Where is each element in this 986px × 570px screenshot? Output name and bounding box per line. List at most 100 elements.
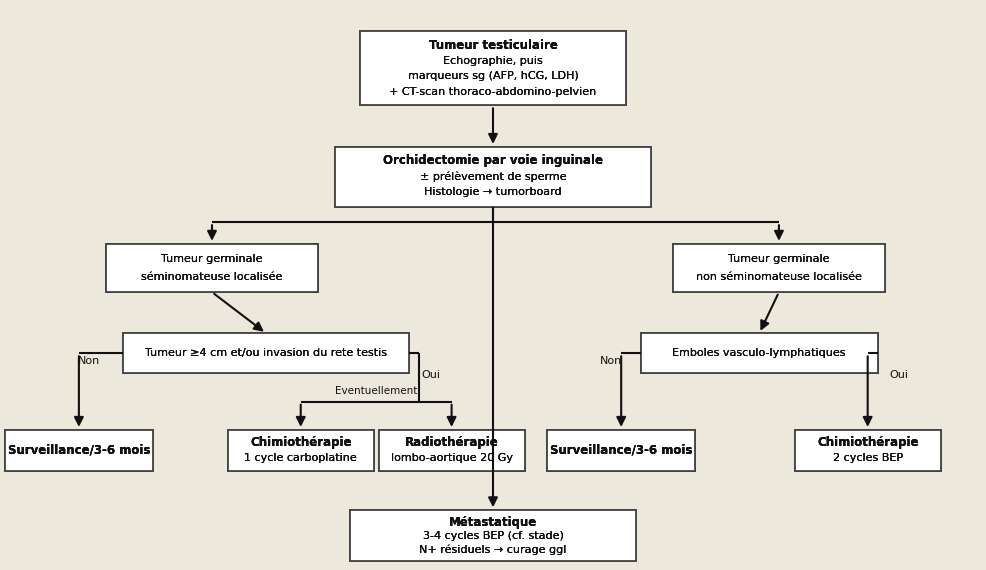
Text: Echographie, puis: Echographie, puis — [443, 56, 543, 66]
FancyBboxPatch shape — [106, 244, 317, 292]
Text: Tumeur germinale: Tumeur germinale — [162, 254, 262, 264]
Text: lombo-aortique 20 Gy: lombo-aortique 20 Gy — [390, 453, 513, 463]
Text: Emboles vasculo-lymphatiques: Emboles vasculo-lymphatiques — [672, 348, 846, 359]
Text: Orchidectomie par voie inguinale: Orchidectomie par voie inguinale — [383, 154, 603, 168]
FancyBboxPatch shape — [672, 244, 885, 292]
Text: Emboles vasculo-lymphatiques: Emboles vasculo-lymphatiques — [672, 348, 846, 359]
FancyBboxPatch shape — [228, 430, 374, 471]
Text: Chimiothérapie: Chimiothérapie — [817, 437, 918, 450]
FancyBboxPatch shape — [123, 333, 409, 373]
Text: Métastatique: Métastatique — [449, 516, 537, 529]
FancyBboxPatch shape — [547, 430, 695, 471]
FancyBboxPatch shape — [5, 430, 153, 471]
Text: Surveillance/3-6 mois: Surveillance/3-6 mois — [550, 444, 692, 457]
Text: Tumeur germinale: Tumeur germinale — [729, 254, 829, 264]
Text: + CT-scan thoraco-abdomino-pelvien: + CT-scan thoraco-abdomino-pelvien — [389, 87, 597, 96]
FancyBboxPatch shape — [350, 510, 636, 561]
Text: séminomateuse localisée: séminomateuse localisée — [141, 271, 283, 282]
Text: Histologie → tumorboard: Histologie → tumorboard — [424, 188, 562, 197]
FancyBboxPatch shape — [360, 31, 626, 105]
FancyBboxPatch shape — [106, 244, 317, 292]
Text: lombo-aortique 20 Gy: lombo-aortique 20 Gy — [390, 453, 513, 463]
Text: Métastatique: Métastatique — [449, 516, 537, 529]
Text: Surveillance/3-6 mois: Surveillance/3-6 mois — [8, 444, 150, 457]
Text: ± prélèvement de sperme: ± prélèvement de sperme — [420, 172, 566, 182]
Text: séminomateuse localisée: séminomateuse localisée — [141, 271, 283, 282]
Text: Tumeur germinale: Tumeur germinale — [729, 254, 829, 264]
Text: Tumeur ≥4 cm et/ou invasion du rete testis: Tumeur ≥4 cm et/ou invasion du rete test… — [145, 348, 387, 359]
Text: N+ résiduels → curage ggl: N+ résiduels → curage ggl — [419, 544, 567, 555]
Text: Chimiothérapie: Chimiothérapie — [817, 437, 918, 450]
Text: N+ résiduels → curage ggl: N+ résiduels → curage ggl — [419, 544, 567, 555]
FancyBboxPatch shape — [379, 430, 525, 471]
Text: Oui: Oui — [421, 370, 440, 381]
Text: marqueurs sg (AFP, hCG, LDH): marqueurs sg (AFP, hCG, LDH) — [407, 71, 579, 81]
Text: + CT-scan thoraco-abdomino-pelvien: + CT-scan thoraco-abdomino-pelvien — [389, 87, 597, 96]
Text: Tumeur ≥4 cm et/ou invasion du rete testis: Tumeur ≥4 cm et/ou invasion du rete test… — [145, 348, 387, 359]
FancyBboxPatch shape — [641, 333, 878, 373]
Text: ± prélèvement de sperme: ± prélèvement de sperme — [420, 172, 566, 182]
Text: Radiothérapie: Radiothérapie — [404, 437, 499, 450]
Text: + CT-scan thoraco-abdomino-pelvien: + CT-scan thoraco-abdomino-pelvien — [389, 87, 597, 96]
Text: Chimiothérapie: Chimiothérapie — [250, 437, 351, 450]
Text: Tumeur germinale: Tumeur germinale — [162, 254, 262, 264]
Text: Non: Non — [600, 356, 622, 367]
Text: Echographie, puis: Echographie, puis — [443, 56, 543, 66]
Text: Tumeur germinale: Tumeur germinale — [162, 254, 262, 264]
FancyBboxPatch shape — [379, 430, 525, 471]
Text: 1 cycle carboplatine: 1 cycle carboplatine — [245, 453, 357, 463]
Text: séminomateuse localisée: séminomateuse localisée — [141, 271, 283, 282]
Text: marqueurs sg (AFP, hCG, LDH): marqueurs sg (AFP, hCG, LDH) — [407, 71, 579, 81]
Text: ± prélèvement de sperme: ± prélèvement de sperme — [420, 172, 566, 182]
Text: Echographie, puis: Echographie, puis — [443, 56, 543, 66]
Text: Tumeur germinale: Tumeur germinale — [729, 254, 829, 264]
Text: Surveillance/3-6 mois: Surveillance/3-6 mois — [8, 444, 150, 457]
Text: Histologie → tumorboard: Histologie → tumorboard — [424, 188, 562, 197]
Text: Tumeur testiculaire: Tumeur testiculaire — [429, 39, 557, 52]
FancyBboxPatch shape — [350, 510, 636, 561]
Text: Histologie → tumorboard: Histologie → tumorboard — [424, 188, 562, 197]
FancyBboxPatch shape — [335, 147, 651, 206]
FancyBboxPatch shape — [795, 430, 941, 471]
Text: Chimiothérapie: Chimiothérapie — [250, 437, 351, 450]
Text: N+ résiduels → curage ggl: N+ résiduels → curage ggl — [419, 544, 567, 555]
Text: Surveillance/3-6 mois: Surveillance/3-6 mois — [8, 444, 150, 457]
Text: non séminomateuse localisée: non séminomateuse localisée — [696, 271, 862, 282]
Text: 2 cycles BEP: 2 cycles BEP — [832, 453, 903, 463]
FancyBboxPatch shape — [228, 430, 374, 471]
Text: Chimiothérapie: Chimiothérapie — [250, 437, 351, 450]
Text: 1 cycle carboplatine: 1 cycle carboplatine — [245, 453, 357, 463]
Text: non séminomateuse localisée: non séminomateuse localisée — [696, 271, 862, 282]
Text: Métastatique: Métastatique — [449, 516, 537, 529]
FancyBboxPatch shape — [360, 31, 626, 105]
Text: lombo-aortique 20 Gy: lombo-aortique 20 Gy — [390, 453, 513, 463]
Text: Orchidectomie par voie inguinale: Orchidectomie par voie inguinale — [383, 154, 603, 168]
FancyBboxPatch shape — [641, 333, 878, 373]
Text: 2 cycles BEP: 2 cycles BEP — [832, 453, 903, 463]
FancyBboxPatch shape — [335, 147, 651, 206]
Text: Tumeur ≥4 cm et/ou invasion du rete testis: Tumeur ≥4 cm et/ou invasion du rete test… — [145, 348, 387, 359]
Text: Orchidectomie par voie inguinale: Orchidectomie par voie inguinale — [383, 154, 603, 168]
Text: 2 cycles BEP: 2 cycles BEP — [832, 453, 903, 463]
Text: 3-4 cycles BEP (cf. stade): 3-4 cycles BEP (cf. stade) — [423, 531, 563, 541]
Text: Non: Non — [78, 356, 100, 367]
Text: marqueurs sg (AFP, hCG, LDH): marqueurs sg (AFP, hCG, LDH) — [407, 71, 579, 81]
Text: Surveillance/3-6 mois: Surveillance/3-6 mois — [550, 444, 692, 457]
Text: Oui: Oui — [889, 370, 908, 381]
FancyBboxPatch shape — [123, 333, 409, 373]
Text: Surveillance/3-6 mois: Surveillance/3-6 mois — [550, 444, 692, 457]
Text: Emboles vasculo-lymphatiques: Emboles vasculo-lymphatiques — [672, 348, 846, 359]
Text: Chimiothérapie: Chimiothérapie — [817, 437, 918, 450]
FancyBboxPatch shape — [547, 430, 695, 471]
Text: Tumeur testiculaire: Tumeur testiculaire — [429, 39, 557, 52]
Text: 3-4 cycles BEP (cf. stade): 3-4 cycles BEP (cf. stade) — [423, 531, 563, 541]
Text: Radiothérapie: Radiothérapie — [404, 437, 499, 450]
Text: Tumeur testiculaire: Tumeur testiculaire — [429, 39, 557, 52]
FancyBboxPatch shape — [5, 430, 153, 471]
Text: Eventuellement: Eventuellement — [335, 386, 417, 396]
Text: 3-4 cycles BEP (cf. stade): 3-4 cycles BEP (cf. stade) — [423, 531, 563, 541]
Text: non séminomateuse localisée: non séminomateuse localisée — [696, 271, 862, 282]
FancyBboxPatch shape — [672, 244, 885, 292]
FancyBboxPatch shape — [795, 430, 941, 471]
Text: 1 cycle carboplatine: 1 cycle carboplatine — [245, 453, 357, 463]
